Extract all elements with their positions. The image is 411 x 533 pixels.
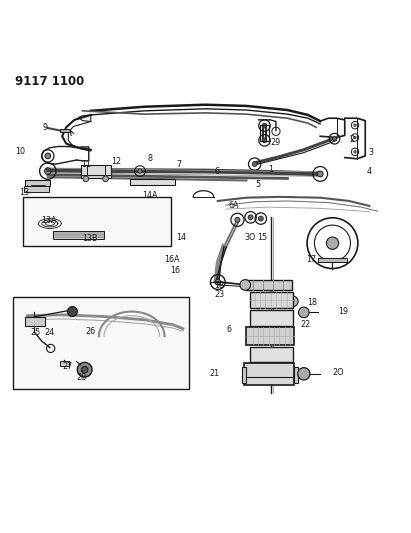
Text: 6: 6 (215, 167, 219, 176)
Text: 6: 6 (227, 325, 232, 334)
Text: 27: 27 (62, 362, 73, 372)
Bar (81, 175, 111, 179)
Text: 8: 8 (148, 154, 153, 163)
Text: 15: 15 (257, 232, 267, 241)
Text: 19: 19 (338, 307, 348, 316)
Bar (247, 280, 291, 290)
Circle shape (262, 123, 267, 128)
Text: 3: 3 (369, 148, 374, 157)
Text: 4: 4 (367, 167, 372, 176)
Bar (293, 367, 298, 383)
Text: 16: 16 (170, 266, 180, 275)
Circle shape (235, 217, 240, 222)
Circle shape (248, 215, 253, 220)
Text: 17: 17 (306, 255, 316, 264)
Bar (245, 363, 293, 385)
Circle shape (83, 176, 89, 182)
Bar (54, 231, 103, 232)
Text: 9: 9 (42, 123, 48, 132)
Circle shape (103, 176, 109, 182)
Text: 2O: 2O (333, 368, 344, 377)
Circle shape (317, 171, 323, 177)
Bar (25, 181, 50, 186)
Circle shape (262, 138, 267, 143)
Text: 18: 18 (307, 298, 317, 307)
Bar (250, 292, 293, 308)
Text: 29: 29 (271, 138, 281, 147)
Bar (242, 367, 247, 383)
Text: 6A: 6A (228, 201, 239, 211)
Bar (54, 236, 103, 237)
Circle shape (354, 124, 356, 126)
Circle shape (332, 136, 337, 141)
Text: 1: 1 (268, 165, 273, 174)
Bar (260, 125, 269, 141)
Text: 13B: 13B (82, 234, 98, 243)
Text: 25: 25 (30, 328, 41, 336)
Bar (54, 234, 103, 236)
Bar (31, 185, 44, 187)
Text: 14: 14 (176, 232, 186, 241)
Text: 11: 11 (81, 160, 91, 169)
Bar (130, 179, 175, 185)
Bar (24, 186, 49, 191)
Circle shape (138, 169, 142, 173)
Text: 3O: 3O (244, 232, 255, 241)
Circle shape (215, 279, 221, 285)
Bar (247, 327, 293, 345)
Bar (60, 361, 69, 367)
Text: 13: 13 (19, 188, 30, 197)
Text: 28: 28 (77, 374, 87, 382)
Text: 14A: 14A (143, 191, 158, 200)
Circle shape (298, 307, 309, 318)
Circle shape (81, 367, 88, 373)
Circle shape (287, 296, 298, 306)
Text: 2: 2 (350, 135, 355, 144)
Circle shape (252, 161, 257, 166)
Circle shape (354, 136, 356, 139)
Circle shape (240, 280, 251, 290)
Bar (23, 197, 171, 246)
Text: 13A: 13A (41, 216, 57, 225)
Bar (250, 347, 293, 361)
Bar (318, 259, 347, 262)
Circle shape (354, 151, 356, 153)
Circle shape (67, 306, 77, 317)
Bar (81, 165, 111, 177)
Bar (60, 129, 70, 132)
Text: 10: 10 (15, 147, 25, 156)
Circle shape (45, 153, 51, 159)
Bar (54, 232, 103, 234)
Text: 18: 18 (214, 281, 224, 290)
Bar (13, 297, 189, 390)
Circle shape (298, 368, 310, 380)
Bar (25, 317, 45, 326)
Text: 5: 5 (255, 180, 261, 189)
Text: 24: 24 (44, 328, 54, 336)
Text: 23: 23 (214, 290, 224, 299)
Text: 26: 26 (85, 327, 95, 336)
Text: 7: 7 (176, 159, 181, 168)
Text: 9117 1100: 9117 1100 (15, 75, 84, 88)
Text: 16A: 16A (164, 255, 180, 264)
Bar (53, 231, 104, 239)
Circle shape (259, 216, 263, 221)
Text: 22: 22 (301, 320, 311, 329)
Text: 21: 21 (210, 369, 219, 378)
Circle shape (77, 362, 92, 377)
Text: 12: 12 (111, 157, 122, 166)
Circle shape (326, 237, 339, 249)
Bar (54, 237, 103, 239)
Bar (250, 310, 293, 326)
